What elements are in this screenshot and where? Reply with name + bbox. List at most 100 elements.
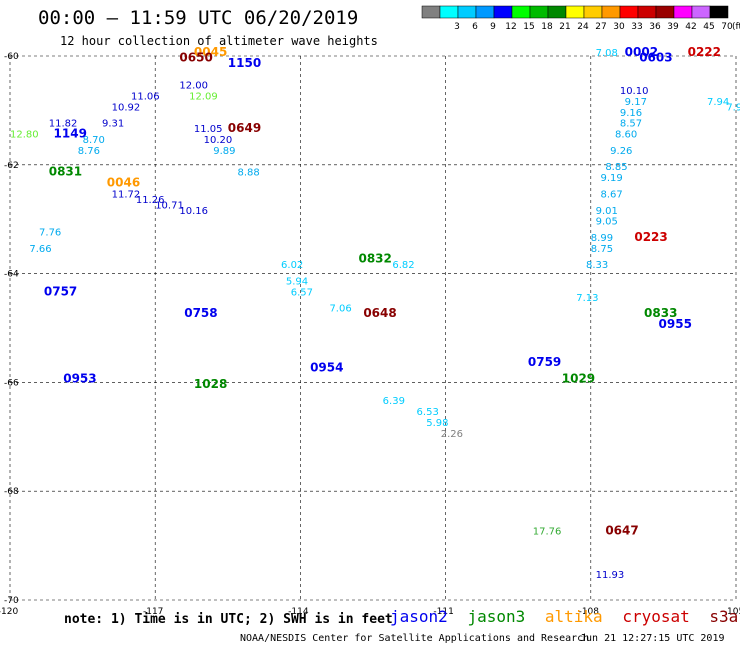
x-tick-label: -108 <box>579 607 600 617</box>
swh-value-label: 12.09 <box>189 92 218 103</box>
pass-time-label: 1029 <box>562 371 595 385</box>
colorbar-segment <box>637 5 657 19</box>
swh-value-label: 11.93 <box>596 570 625 581</box>
colorbar-segment <box>439 5 459 19</box>
swh-value-label: 6.02 <box>281 260 303 271</box>
colorbar-segment <box>619 5 639 19</box>
swh-value-label: 8.99 <box>591 233 613 244</box>
colorbar-label: 9 <box>490 22 496 32</box>
swh-value-label: 17.76 <box>533 527 562 538</box>
satellite-legend: jason2 jason3 altika cryosat s3a <box>390 607 740 626</box>
colorbar-label: 27 <box>595 22 606 32</box>
swh-value-label: 7.94 <box>707 97 729 108</box>
x-tick-label: -117 <box>143 607 163 617</box>
pass-time-label: 0757 <box>44 284 77 298</box>
swh-value-label: 10.71 <box>155 200 184 211</box>
swh-value-label: 9.89 <box>213 146 235 157</box>
swh-value-label: 6.39 <box>383 396 405 407</box>
pass-time-label: 0046 <box>107 176 140 190</box>
colorbar-label: 21 <box>559 22 570 32</box>
swh-value-label: 8.85 <box>605 162 627 173</box>
colorbar-label: 30 <box>613 22 625 32</box>
y-tick-label: -68 <box>4 487 19 497</box>
swh-value-label: 9.16 <box>620 108 642 119</box>
swh-value-label: 2.26 <box>441 429 463 440</box>
swh-value-label: 9.17 <box>625 97 647 108</box>
colorbar-label: 15 <box>523 22 534 32</box>
swh-value-label: 8.67 <box>600 189 622 200</box>
swh-value-label: 11.26 <box>136 195 165 206</box>
swh-value-label: 11.06 <box>131 92 160 103</box>
swh-value-label: 11.05 <box>194 124 223 135</box>
chart-title: 00:00 – 11:59 UTC 06/20/2019 <box>38 7 359 29</box>
swh-value-label: 11.82 <box>49 119 78 130</box>
swh-value-label: 12.80 <box>10 130 39 141</box>
swh-value-label: 9.01 <box>596 206 618 217</box>
pass-time-label: 0953 <box>63 371 96 385</box>
colorbar-segment <box>529 5 549 19</box>
colorbar-segment <box>511 5 531 19</box>
swh-value-label: 8.75 <box>591 244 613 255</box>
pass-time-label: 0647 <box>605 524 638 538</box>
pass-time-label: 1028 <box>194 377 227 391</box>
colorbar-segment <box>691 5 711 19</box>
colorbar-segment <box>655 5 675 19</box>
swh-value-label: 6.82 <box>392 260 414 271</box>
footer-note: note: 1) Time is in UTC; 2) SWH is in fe… <box>64 612 393 627</box>
swh-value-label: 7.76 <box>39 228 61 239</box>
pass-time-label: 1149 <box>54 127 87 141</box>
legend-altika: altika <box>544 607 603 626</box>
colorbar-label: 24 <box>577 22 589 32</box>
pass-time-label: 0223 <box>634 230 667 244</box>
pass-time-label: 0650 <box>179 50 212 64</box>
swh-value-label: 7.13 <box>576 293 598 304</box>
y-tick-label: -70 <box>4 596 19 606</box>
swh-value-label: 7.08 <box>596 48 618 59</box>
footer-generated: Jun 21 12:27:15 UTC 2019 <box>580 633 725 644</box>
legend-cryosat: cryosat <box>622 607 690 626</box>
swh-value-label: 9.31 <box>102 119 124 130</box>
pass-time-label: 0832 <box>358 252 391 266</box>
colorbar-label: 70 <box>721 22 733 32</box>
colorbar-segment <box>547 5 567 19</box>
pass-time-label: 0831 <box>49 165 82 179</box>
colorbar-segment <box>673 5 693 19</box>
swh-value-label: 7.9 <box>726 102 740 113</box>
legend-jason3: jason3 <box>467 607 526 626</box>
pass-time-label: 0222 <box>688 45 721 59</box>
pass-time-label: 0954 <box>310 361 343 375</box>
swh-value-label: 9.26 <box>610 146 632 157</box>
swh-value-label: 8.57 <box>620 119 642 130</box>
colorbar-segment <box>457 5 477 19</box>
swh-value-label: 8.70 <box>83 135 105 146</box>
swh-value-label: 8.88 <box>237 168 259 179</box>
y-tick-label: -62 <box>4 161 19 171</box>
swh-value-label: 10.16 <box>179 206 208 217</box>
y-tick-label: -66 <box>4 378 19 388</box>
x-tick-label: -111 <box>433 607 453 617</box>
pass-time-label: 0002 <box>625 45 658 59</box>
swh-value-label: 8.60 <box>615 130 637 141</box>
legend-s3a: s3a <box>709 607 739 626</box>
colorbar-segment <box>493 5 513 19</box>
legend-jason2: jason2 <box>390 607 448 626</box>
colorbar-label: 36 <box>649 22 661 32</box>
swh-value-label: 11.72 <box>112 189 141 200</box>
pass-time-label: 0955 <box>659 317 692 331</box>
swh-value-label: 7.06 <box>329 304 351 315</box>
colorbar-label: 12 <box>505 22 516 32</box>
y-tick-label: -60 <box>4 52 19 62</box>
colorbar-segment <box>565 5 585 19</box>
swh-value-label: 6.53 <box>417 407 439 418</box>
swh-value-label: 8.33 <box>586 260 608 271</box>
swh-value-label: 9.19 <box>600 173 622 184</box>
colorbar-segment <box>421 5 441 19</box>
pass-time-label: 0759 <box>528 355 561 369</box>
colorbar-unit: (ft) <box>732 22 740 32</box>
x-tick-label: -105 <box>724 607 740 617</box>
swh-value-label: 9.05 <box>596 217 618 228</box>
swh-value-label: 10.92 <box>112 102 141 113</box>
x-tick-label: -114 <box>288 607 309 617</box>
colorbar-segment <box>601 5 621 19</box>
